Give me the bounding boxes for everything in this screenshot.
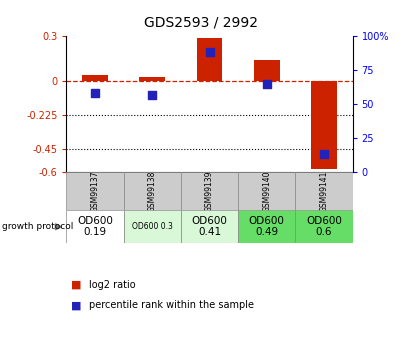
Text: GSM99137: GSM99137 [91,170,100,212]
Bar [181,210,238,243]
Text: ■: ■ [71,300,81,310]
Text: GSM99140: GSM99140 [262,170,271,212]
Bar [254,60,280,81]
Text: ■: ■ [71,280,81,289]
Text: OD600
0.6: OD600 0.6 [306,216,342,237]
Bar [124,172,181,210]
Text: GSM99138: GSM99138 [148,170,157,212]
Text: OD600
0.19: OD600 0.19 [77,216,113,237]
Point [206,49,213,55]
Text: GSM99141: GSM99141 [320,170,328,212]
Bar [295,210,353,243]
Bar [238,172,295,210]
Text: percentile rank within the sample: percentile rank within the sample [89,300,253,310]
Point [321,151,327,156]
Text: OD600 0.3: OD600 0.3 [132,222,173,231]
Text: growth protocol: growth protocol [2,222,73,231]
Text: OD600
0.49: OD600 0.49 [249,216,285,237]
Bar [82,75,108,81]
Bar [66,172,124,210]
Point [264,81,270,86]
Bar [66,210,124,243]
Bar [197,39,222,81]
Text: GSM99139: GSM99139 [205,170,214,212]
Point [149,92,156,98]
Bar [311,81,337,169]
Bar [238,210,295,243]
Bar [139,77,165,81]
Bar [181,172,238,210]
Text: GDS2593 / 2992: GDS2593 / 2992 [145,16,258,30]
Bar [124,210,181,243]
Bar [295,172,353,210]
Point [92,90,98,96]
Text: log2 ratio: log2 ratio [89,280,135,289]
Text: OD600
0.41: OD600 0.41 [191,216,228,237]
